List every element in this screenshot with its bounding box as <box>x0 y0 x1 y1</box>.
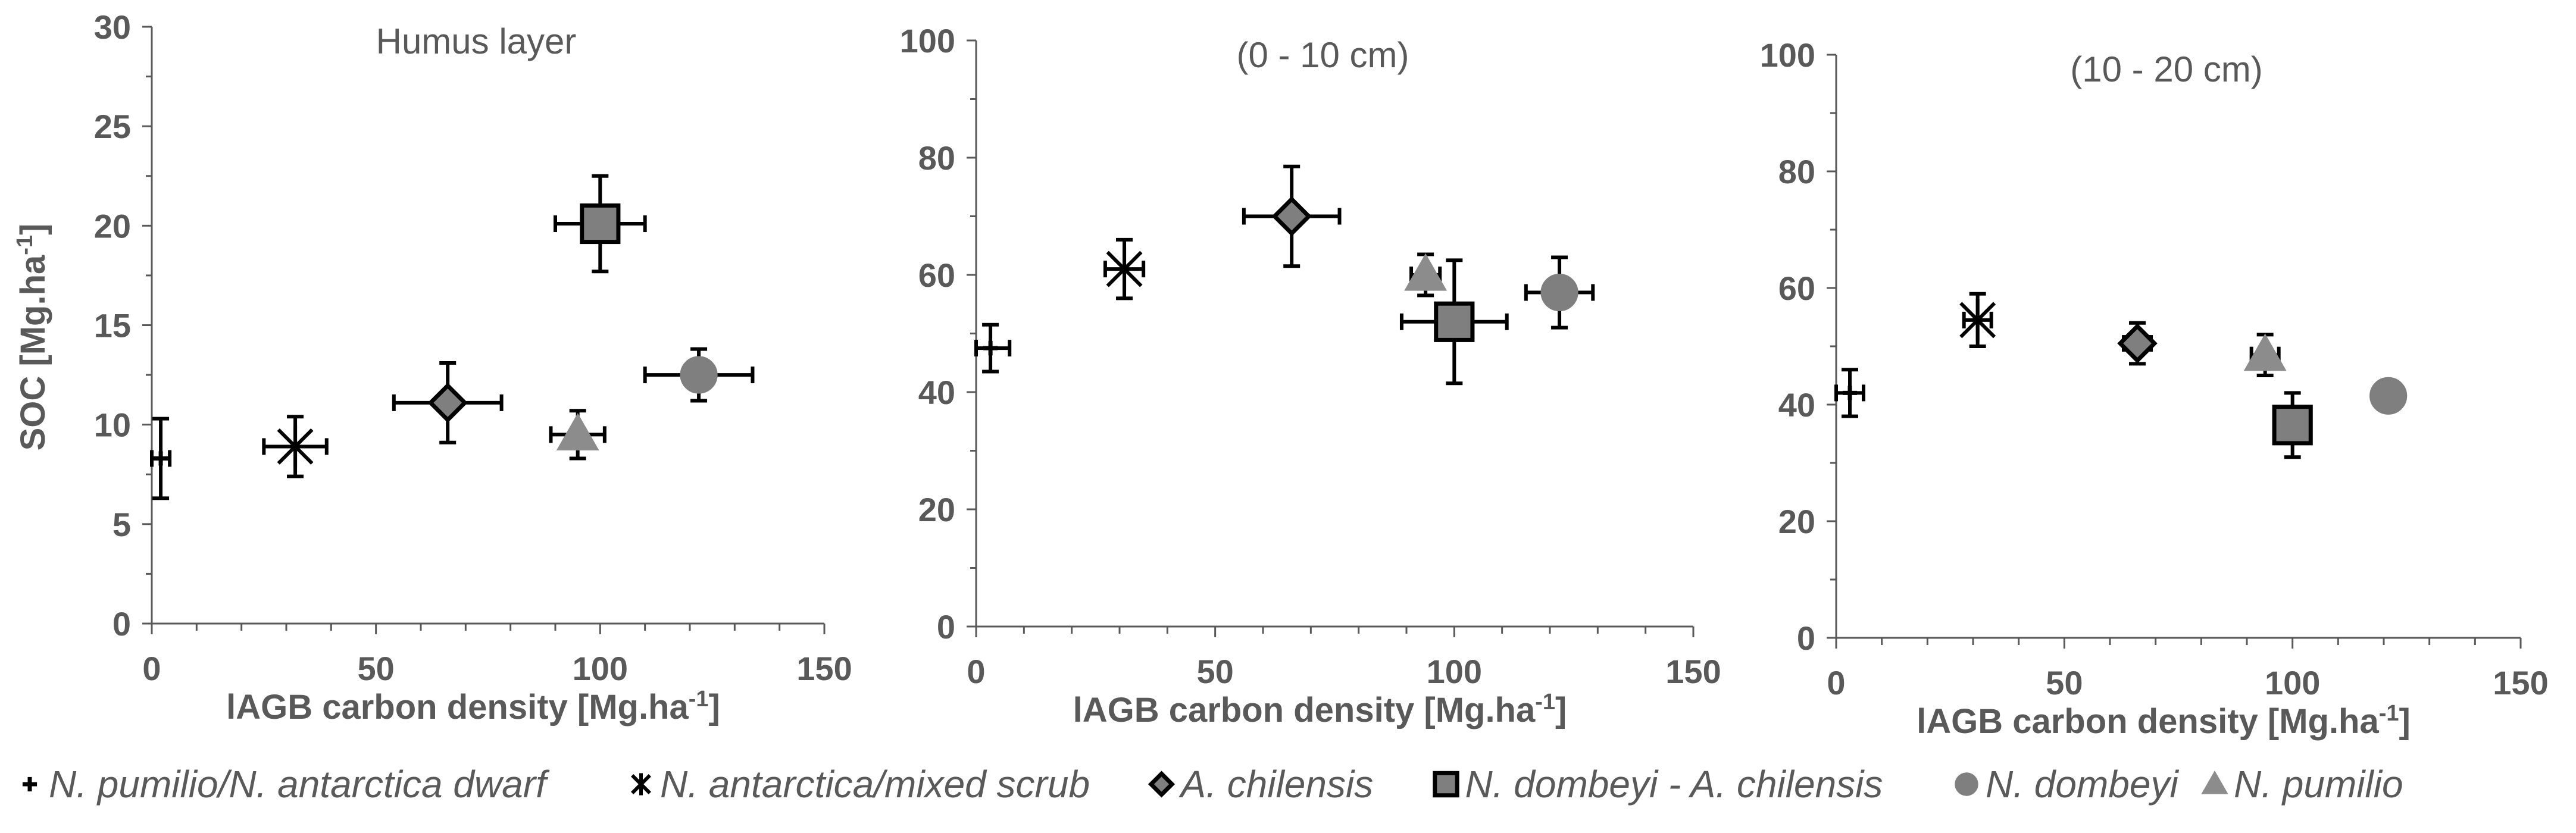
y-tick-label: 25 <box>94 108 131 145</box>
data-point-n-pumilio <box>1404 252 1448 298</box>
y-tick-label: 30 <box>94 8 131 46</box>
y-tick-label: 100 <box>900 22 955 60</box>
y-tick-label: 0 <box>112 605 131 643</box>
data-point-n-dombeyi-a-chilensis <box>554 174 647 274</box>
legend-label: N. pumilio <box>2234 763 2403 806</box>
y-tick-label: 60 <box>1778 270 1815 307</box>
legend-label: N. dombeyi <box>1986 763 2179 806</box>
data-point-n-pumilio-n-antarctica-dwarf <box>974 322 1012 374</box>
legend-label: N. pumilio/N. antarctica dwarf <box>49 763 550 806</box>
data-point-a-chilensis <box>2117 321 2158 366</box>
data-point-n-dombeyi <box>2369 377 2408 415</box>
legend-label: N. dombeyi - A. chilensis <box>1465 763 1883 806</box>
x-axis-title: lAGB carbon density [Mg.ha-1] <box>1073 690 1567 729</box>
data-point-n-pumilio <box>549 409 607 461</box>
y-tick-label: 80 <box>918 139 955 177</box>
x-axis-title: lAGB carbon density [Mg.ha-1] <box>1917 701 2411 741</box>
data-point-a-chilensis <box>392 361 504 444</box>
x-tick-label: 0 <box>142 650 161 687</box>
y-tick-label: 0 <box>1797 619 1815 657</box>
x-tick-label: 50 <box>2046 664 2083 702</box>
y-tick-label: 40 <box>1778 386 1815 424</box>
y-tick-label: 0 <box>937 608 955 646</box>
data-point-n-dombeyi-a-chilensis <box>1399 258 1509 386</box>
y-tick-label: 10 <box>94 406 131 444</box>
data-point-n-antarctica-mixed-scrub <box>1959 292 1996 348</box>
legend-item-n-dombeyi: N. dombeyi <box>1955 763 2179 806</box>
panel-title: (10 - 20 cm) <box>2070 49 2262 89</box>
x-tick-label: 100 <box>1427 653 1482 690</box>
y-tick-label: 20 <box>94 207 131 245</box>
x-tick-label: 0 <box>967 653 985 690</box>
x-tick-label: 150 <box>2493 664 2548 702</box>
legend-item-n-dombeyi-a-chilensis: N. dombeyi - A. chilensis <box>1433 763 1883 806</box>
panel-title: (0 - 10 cm) <box>1236 35 1409 75</box>
panel-2: 0 20 40 60 80 100 0 50 100 150 lAGB carbon density… <box>900 22 1721 729</box>
x-tick-label: 100 <box>573 650 628 687</box>
data-point-a-chilensis <box>1242 164 1342 268</box>
x-tick-label: 100 <box>2265 664 2320 702</box>
legend-label: A. chilensis <box>1178 763 1374 806</box>
y-tick-label: 40 <box>918 374 955 411</box>
x-axis-title: lAGB carbon density [Mg.ha-1] <box>226 687 720 726</box>
y-tick-label: 100 <box>1760 36 1815 74</box>
data-point-n-antarctica-mixed-scrub <box>1103 237 1146 300</box>
data-point-n-pumilio-n-antarctica-dwarf <box>1834 368 1865 418</box>
y-tick-label: 60 <box>918 256 955 294</box>
y-tick-label: 20 <box>1778 503 1815 540</box>
y-tick-label: 15 <box>94 307 131 345</box>
legend: N. pumilio/N. antarctica dwarf N. antarct… <box>22 763 2403 806</box>
x-tick-label: 150 <box>796 650 852 687</box>
legend-item-n-pumilio-n-antarctica-dwarf: N. pumilio/N. antarctica dwarf <box>22 763 550 806</box>
data-point-n-dombeyi <box>1524 255 1595 330</box>
y-tick-label: 20 <box>918 491 955 528</box>
data-point-n-pumilio-n-antarctica-dwarf <box>150 416 172 500</box>
panel-title: Humus layer <box>376 21 577 61</box>
legend-item-n-pumilio: N. pumilio <box>2201 763 2403 806</box>
legend-item-n-antarctica-mixed-scrub: N. antarctica/mixed scrub <box>631 763 1090 806</box>
x-tick-label: 50 <box>1197 653 1234 690</box>
y-axis-title: SOC [Mg.ha-1] <box>12 224 52 451</box>
y-tick-label: 80 <box>1778 153 1815 190</box>
data-point-n-dombeyi-a-chilensis <box>2272 391 2313 459</box>
data-point-n-pumilio <box>2243 333 2287 377</box>
x-tick-label: 150 <box>1665 653 1721 690</box>
legend-item-a-chilensis: A. chilensis <box>1148 763 1374 806</box>
data-point-n-antarctica-mixed-scrub <box>262 415 329 478</box>
y-tick-label: 5 <box>112 506 131 543</box>
panel-1: 0 5 10 15 20 25 30 0 50 100 150 lAGB carbon density… <box>12 8 852 726</box>
panel-3: 0 20 40 60 80 100 0 50 100 150 lAGB carbon density… <box>1760 36 2549 741</box>
legend-label: N. antarctica/mixed scrub <box>660 763 1090 806</box>
data-point-n-dombeyi <box>643 347 755 403</box>
x-tick-label: 0 <box>1827 664 1845 702</box>
x-tick-label: 50 <box>358 650 395 687</box>
